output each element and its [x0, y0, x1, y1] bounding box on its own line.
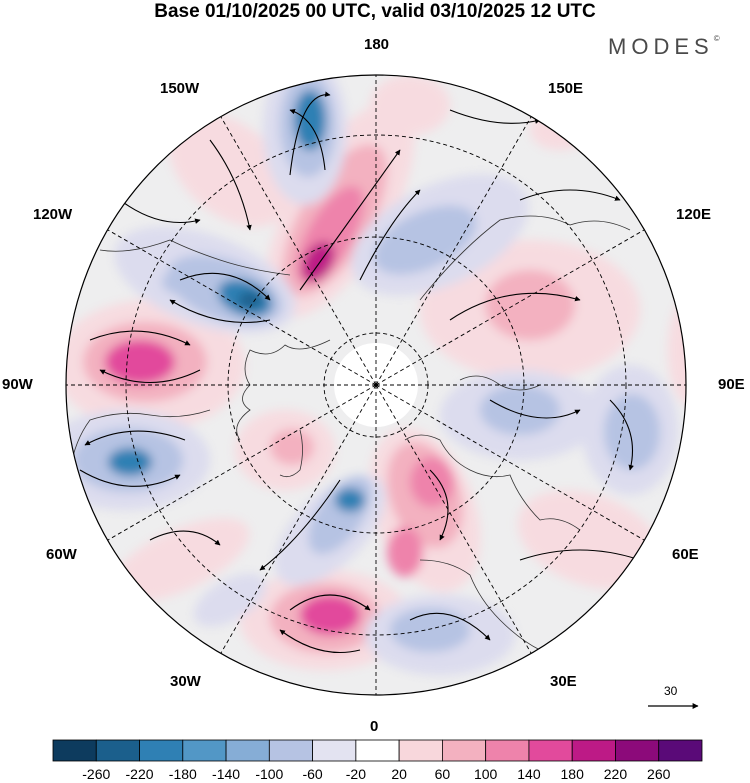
anomaly-positive — [270, 429, 314, 465]
anomaly-positive — [387, 527, 423, 577]
colorbar-tick-label: 180 — [560, 766, 584, 782]
anomaly-negative — [294, 90, 326, 150]
colorbar-tick-label: 100 — [473, 766, 498, 782]
colorbar-swatch — [52, 739, 97, 762]
lon-label-30e: 30E — [550, 673, 577, 690]
colorbar-swatch — [225, 739, 270, 762]
colorbar-tick-label: -20 — [345, 766, 366, 782]
colorbar-swatch — [658, 739, 703, 762]
colorbar-tick-label: -60 — [302, 766, 323, 782]
lon-label-90w: 90W — [2, 376, 33, 393]
colorbar-tick-label: 140 — [517, 766, 541, 782]
graticule — [66, 75, 686, 695]
anomaly-negative — [108, 448, 152, 476]
colorbar-swatch — [398, 739, 443, 762]
anomaly-negative — [390, 608, 470, 652]
colorbar-swatch — [268, 739, 314, 762]
wind-reference-value: 30 — [664, 684, 678, 698]
lon-label-60e: 60E — [672, 546, 699, 563]
colorbar-tick-label: -180 — [168, 766, 197, 782]
anomaly-negative — [162, 270, 198, 294]
colorbar-swatch — [528, 739, 573, 762]
anomaly-negative — [193, 573, 267, 627]
anomaly-positive — [105, 340, 175, 384]
lon-label-0: 0 — [370, 718, 379, 735]
lon-label-30w: 30W — [170, 673, 201, 690]
anomaly-negative — [480, 385, 560, 435]
anomaly-negative — [238, 292, 262, 308]
brand-text: MODES — [608, 34, 714, 59]
anomaly-negative — [335, 488, 365, 512]
colorbar-tick-label: 260 — [647, 766, 671, 782]
wind-streamlines — [79, 91, 641, 653]
colorbar-swatch — [312, 739, 357, 762]
coastlines — [69, 215, 631, 651]
colorbar-tick-label: -220 — [125, 766, 154, 782]
colorbar-tick-label: -260 — [82, 766, 111, 782]
anomaly-positive — [300, 595, 360, 635]
colorbar-tick-label: 60 — [434, 766, 451, 782]
anomaly-positive — [169, 113, 291, 227]
lon-label-150e: 150E — [548, 80, 584, 97]
colorbar-tick-label: -140 — [212, 766, 241, 782]
lon-label-120e: 120E — [676, 206, 712, 223]
lon-label-60w: 60W — [46, 546, 77, 563]
colorbar-swatch — [95, 739, 140, 762]
modes-logo: MODES© — [608, 34, 720, 60]
colorbar-swatch — [441, 739, 487, 762]
colorbar-tick-label: -100 — [255, 766, 284, 782]
height-anomaly-field — [66, 75, 686, 675]
colorbar-swatch — [182, 739, 227, 762]
colorbar-swatch — [355, 739, 400, 762]
colorbar-swatch — [571, 739, 616, 762]
anomaly-positive — [530, 110, 590, 150]
lon-label-180: 180 — [364, 36, 390, 53]
chart-title: Base 01/10/2025 00 UTC, valid 03/10/2025… — [154, 1, 596, 22]
anomaly-positive — [301, 241, 335, 283]
colorbar-tick-label: 220 — [603, 766, 628, 782]
anomaly-positive — [110, 518, 250, 602]
colorbar-swatch — [615, 739, 660, 762]
colorbar-tick-label: 20 — [391, 766, 407, 782]
polar-map — [66, 75, 686, 695]
map-border — [65, 74, 687, 696]
anomaly-positive — [668, 295, 686, 405]
anomaly-positive — [370, 75, 450, 135]
lon-label-120w: 120W — [33, 206, 73, 223]
anomaly-negative — [604, 394, 660, 470]
anomaly-positive — [485, 270, 575, 340]
lon-label-90e: 90E — [718, 376, 745, 393]
anomaly-negative — [373, 205, 477, 275]
colorbar-swatch — [139, 739, 184, 762]
colorbar-swatch — [485, 739, 530, 762]
brand-mark: © — [713, 34, 720, 43]
lon-label-150w: 150W — [160, 80, 200, 97]
colorbar — [52, 739, 703, 762]
anomaly-positive — [517, 490, 663, 590]
